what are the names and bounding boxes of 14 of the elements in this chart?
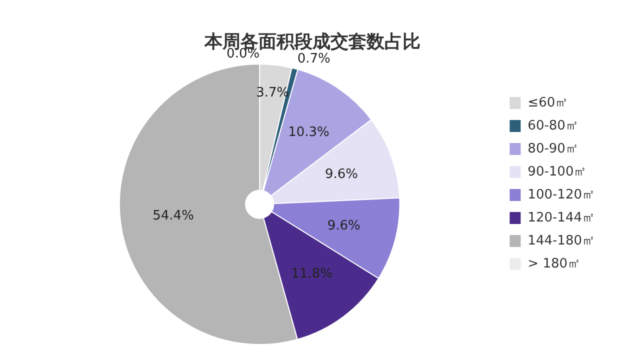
legend-label: ≤60㎡: [528, 95, 568, 110]
data-label: 0.7%: [297, 51, 330, 66]
legend-label: > 180㎡: [528, 256, 581, 272]
data-label: 9.6%: [325, 167, 358, 182]
data-label: 10.3%: [288, 124, 330, 140]
legend-label: 144-180㎡: [528, 233, 596, 248]
legend-label: 90-100㎡: [528, 164, 587, 180]
legend-label: 120-144㎡: [528, 210, 596, 226]
data-label: 11.8%: [291, 266, 333, 282]
data-label: 9.6%: [327, 218, 360, 234]
legend-label: 100-120㎡: [528, 187, 596, 202]
legend-label: 80-90㎡: [528, 141, 578, 156]
legend-label: 60-80㎡: [528, 118, 578, 134]
data-label: 54.4%: [152, 208, 194, 224]
